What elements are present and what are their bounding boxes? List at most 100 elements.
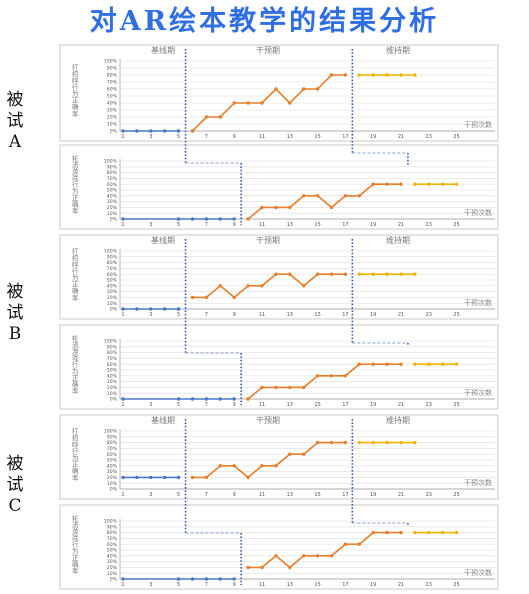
y-tick-label: 80% — [107, 350, 118, 356]
panel-frame — [59, 144, 499, 230]
phase-label: 干预期 — [256, 415, 280, 425]
data-point-maintenance — [413, 440, 417, 445]
data-point-baseline — [176, 217, 181, 221]
y-tick-label: 70% — [107, 266, 118, 272]
data-point-baseline — [190, 397, 195, 401]
chart-3: 0%10%20%30%40%50%60%70%80%90%100%1 3 5 7 9 11… — [59, 234, 499, 320]
x-tick-label: 5 — [177, 312, 180, 318]
data-point-maintenance — [413, 182, 417, 186]
data-point-intervention — [190, 475, 195, 480]
x-tick-label: 23 — [426, 582, 432, 588]
data-point-baseline — [163, 475, 167, 480]
data-point-baseline — [218, 397, 222, 401]
data-point-maintenance — [385, 272, 389, 276]
y-tick-label: 60% — [107, 272, 118, 278]
data-point-maintenance — [371, 272, 375, 276]
data-point-maintenance — [413, 362, 417, 366]
data-point-baseline — [176, 307, 181, 311]
x-tick-label: 25 — [453, 134, 459, 140]
data-point-intervention — [274, 87, 278, 91]
x-tick-label: 19 — [370, 492, 376, 498]
data-point-intervention — [315, 87, 320, 91]
data-point-intervention — [218, 464, 222, 468]
series-line-intervention — [192, 273, 346, 299]
data-point-maintenance — [413, 73, 417, 77]
measure-label: 打招呼行为正确率 — [72, 427, 79, 482]
x-tick-label: 17 — [342, 492, 348, 498]
measure-label: 轮流游戏行为正确率 — [72, 513, 79, 575]
x-tick-label: 1 — [121, 134, 124, 140]
panel-frame — [59, 414, 499, 500]
y-tick-label: 30% — [107, 199, 118, 205]
data-point-intervention — [204, 475, 209, 480]
data-point-intervention — [218, 284, 222, 288]
y-tick-label: 50% — [107, 94, 118, 100]
data-point-intervention — [232, 101, 236, 105]
x-tick-label: 19 — [370, 582, 376, 588]
y-tick-label: 20% — [107, 385, 118, 391]
measure-label: 轮流游戏行为正确率 — [72, 333, 79, 395]
data-point-maintenance — [441, 182, 445, 186]
y-tick-label: 30% — [107, 559, 118, 565]
data-point-intervention — [343, 73, 348, 77]
panel-frame — [59, 504, 499, 590]
x-tick-label: 1 — [121, 222, 124, 228]
y-tick-label: 50% — [107, 368, 118, 374]
data-point-intervention — [260, 565, 264, 570]
data-point-maintenance — [371, 73, 375, 77]
y-tick-label: 30% — [107, 469, 118, 475]
x-tick-label: 9 — [233, 134, 236, 140]
x-tick-label: 11 — [259, 582, 265, 588]
x-tick-label: 19 — [370, 222, 376, 228]
x-tick-label: 1 — [121, 402, 124, 408]
y-tick-label: 0% — [110, 487, 118, 493]
y-tick-label: 50% — [107, 458, 118, 464]
data-point-baseline — [121, 129, 125, 133]
x-tick-label: 23 — [426, 222, 432, 228]
data-point-intervention — [315, 374, 320, 378]
x-tick-label: 25 — [453, 582, 459, 588]
x-tick-label: 7 — [205, 312, 208, 318]
phase-label: 维持期 — [386, 415, 410, 425]
phase-label: 维持期 — [386, 235, 410, 245]
y-tick-label: 20% — [107, 205, 118, 211]
data-point-baseline — [149, 307, 153, 311]
x-tick-label: 13 — [287, 402, 293, 408]
x-tick-label: 17 — [342, 582, 348, 588]
data-point-baseline — [176, 397, 181, 401]
y-tick-label: 100% — [104, 519, 118, 525]
data-point-intervention — [190, 129, 195, 133]
x-tick-label: 19 — [370, 134, 376, 140]
data-point-maintenance — [427, 530, 431, 535]
y-tick-label: 40% — [107, 283, 118, 289]
data-point-maintenance — [385, 73, 389, 77]
x-tick-label: 3 — [149, 582, 152, 588]
x-tick-label: 3 — [149, 492, 152, 498]
x-tick-label: 17 — [342, 222, 348, 228]
data-point-intervention — [260, 464, 264, 468]
data-point-intervention — [343, 272, 348, 276]
data-point-intervention — [399, 530, 403, 535]
data-point-maintenance — [413, 530, 417, 535]
series-line-intervention — [247, 363, 401, 400]
data-point-maintenance — [454, 362, 459, 366]
y-tick-label: 60% — [107, 542, 118, 548]
data-point-intervention — [302, 452, 306, 456]
data-point-intervention — [385, 182, 389, 186]
data-point-maintenance — [357, 440, 361, 445]
data-point-maintenance — [454, 182, 459, 186]
data-point-intervention — [274, 205, 278, 210]
data-point-baseline — [121, 217, 125, 221]
y-tick-label: 0% — [110, 129, 118, 135]
chart-6: 0%10%20%30%40%50%60%70%80%90%100%1 3 5 7 9 11… — [59, 504, 499, 590]
x-tick-label: 23 — [426, 312, 432, 318]
data-point-baseline — [232, 217, 236, 221]
data-point-maintenance — [399, 73, 403, 77]
x-tick-label: 13 — [287, 492, 293, 498]
x-tick-label: 3 — [149, 134, 152, 140]
x-tick-label: 9 — [233, 492, 236, 498]
data-point-intervention — [329, 554, 334, 558]
x-tick-label: 3 — [149, 402, 152, 408]
data-point-intervention — [343, 542, 348, 546]
